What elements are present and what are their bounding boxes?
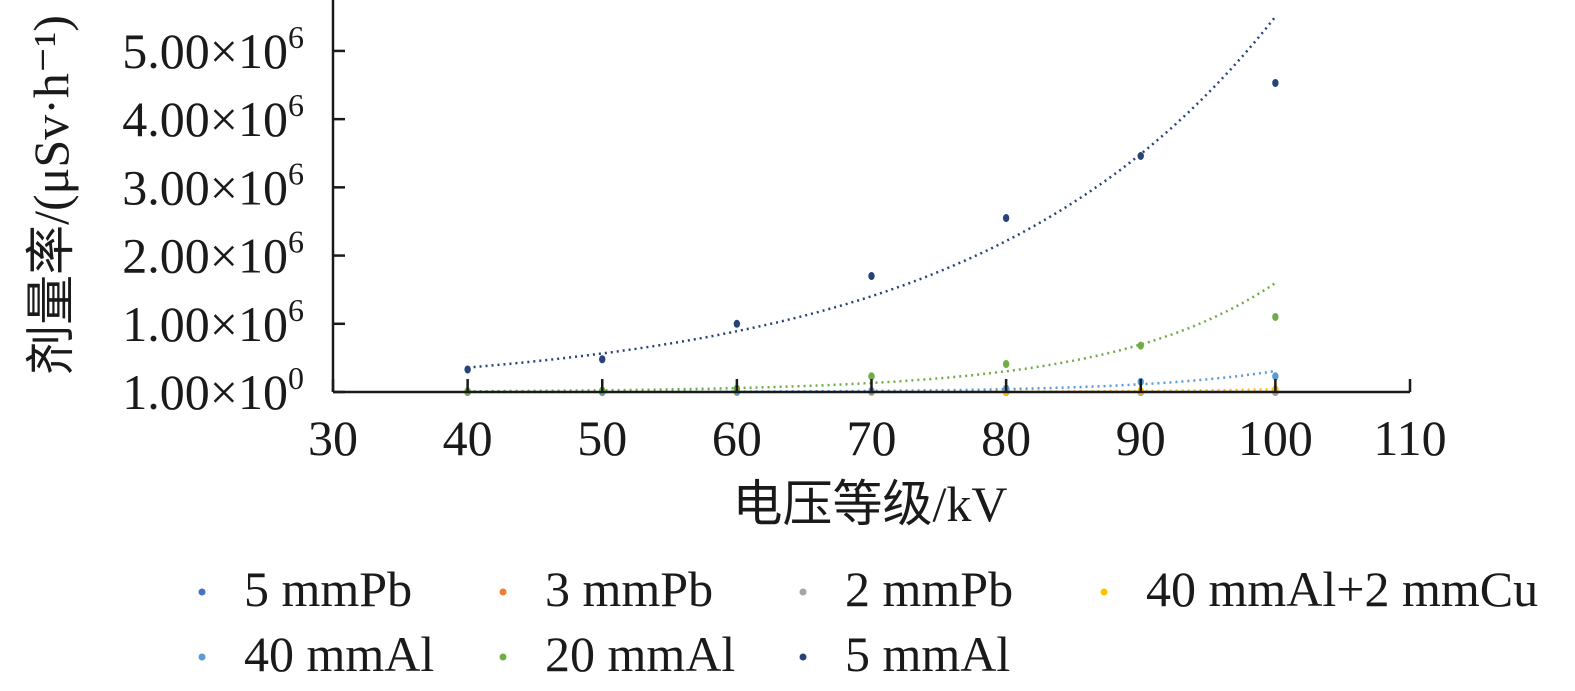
legend-marker [799, 588, 807, 596]
legend-marker [499, 588, 507, 596]
legend-item: 5 mmPb [198, 561, 412, 617]
y-tick-exponent: 6 [288, 87, 304, 123]
data-point [1272, 78, 1279, 87]
x-tick-label: 60 [712, 410, 762, 466]
data-point [1002, 360, 1010, 369]
x-tick-label: 40 [443, 410, 493, 466]
legend-label: 20 mmAl [545, 626, 735, 682]
x-tick-label: 50 [577, 410, 627, 466]
y-tick-label: 2.00×106 [122, 224, 304, 284]
data-point [733, 319, 741, 328]
y-tick-exponent: 6 [288, 155, 304, 191]
legend-label: 5 mmPb [244, 561, 412, 617]
data-point [1137, 151, 1144, 160]
legend-marker [499, 653, 507, 661]
x-tick-label: 30 [308, 410, 358, 466]
x-axis-title: 电压等级/kV [733, 476, 1008, 532]
legend-item: 40 mmAl+2 mmCu [1100, 561, 1538, 617]
legend-label: 2 mmPb [845, 561, 1013, 617]
y-tick-label: 4.00×106 [122, 87, 304, 147]
data-point [1272, 312, 1279, 321]
x-tick-label: 80 [981, 410, 1031, 466]
series-6-points [464, 78, 1279, 374]
y-axis-title: 剂量率/(μSv·h⁻¹) [23, 15, 79, 375]
trendline-series-6 [467, 15, 1277, 369]
legend-item: 20 mmAl [499, 626, 735, 682]
legend-label: 40 mmAl+2 mmCu [1146, 561, 1538, 617]
data-point [464, 365, 471, 374]
data-point [1137, 341, 1144, 350]
legend-label: 40 mmAl [244, 626, 434, 682]
legend-marker [198, 653, 206, 661]
y-tick-mantissa: 3.00×10 [122, 159, 288, 215]
y-tick-exponent: 6 [288, 19, 304, 55]
legend-item: 5 mmAl [799, 626, 1010, 682]
data-point [1002, 214, 1010, 223]
x-tick-label: 110 [1373, 410, 1446, 466]
x-axis-ticks: 30 40 50 60 70 80 90 100 110 [308, 379, 1447, 466]
trendlines [467, 15, 1277, 394]
x-tick-label: 90 [1116, 410, 1166, 466]
y-tick-label: 5.00×106 [122, 19, 304, 79]
data-point [1272, 372, 1279, 381]
legend-marker [1100, 588, 1108, 596]
legend-item: 2 mmPb [799, 561, 1013, 617]
y-tick-label: 3.00×106 [122, 155, 304, 215]
data-points [464, 78, 1279, 396]
x-tick-label: 70 [847, 410, 897, 466]
y-tick-mantissa: 4.00×10 [122, 91, 288, 147]
y-tick-exponent: 6 [288, 292, 304, 328]
legend-item: 3 mmPb [499, 561, 713, 617]
legend-marker [799, 653, 807, 661]
y-tick-mantissa: 2.00×10 [122, 228, 288, 284]
plot-area: 30 40 50 60 70 80 90 100 110 1.00×1001.00×1062.0… [122, 0, 1447, 466]
y-tick-exponent: 0 [288, 360, 304, 396]
y-tick-exponent: 6 [288, 224, 304, 260]
y-axis-ticks: 1.00×1001.00×1062.00×1063.00×1064.00×106… [122, 19, 345, 420]
y-tick-mantissa: 1.00×10 [122, 364, 288, 420]
y-tick-label: 1.00×100 [122, 360, 304, 420]
x-tick-label: 100 [1238, 410, 1313, 466]
y-tick-mantissa: 1.00×10 [122, 296, 288, 352]
legend-label: 3 mmPb [545, 561, 713, 617]
legend-item: 40 mmAl [198, 626, 434, 682]
data-point [868, 372, 875, 381]
legend-marker [198, 588, 206, 596]
y-tick-label: 1.00×106 [122, 292, 304, 352]
data-point [868, 272, 875, 281]
y-tick-mantissa: 5.00×10 [122, 23, 288, 79]
legend-label: 5 mmAl [845, 626, 1010, 682]
data-point [599, 355, 606, 364]
legend: 5 mmPb 3 mmPb 2 mmPb 40 mmAl+2 mmCu 40 mmAl 2… [198, 561, 1538, 682]
